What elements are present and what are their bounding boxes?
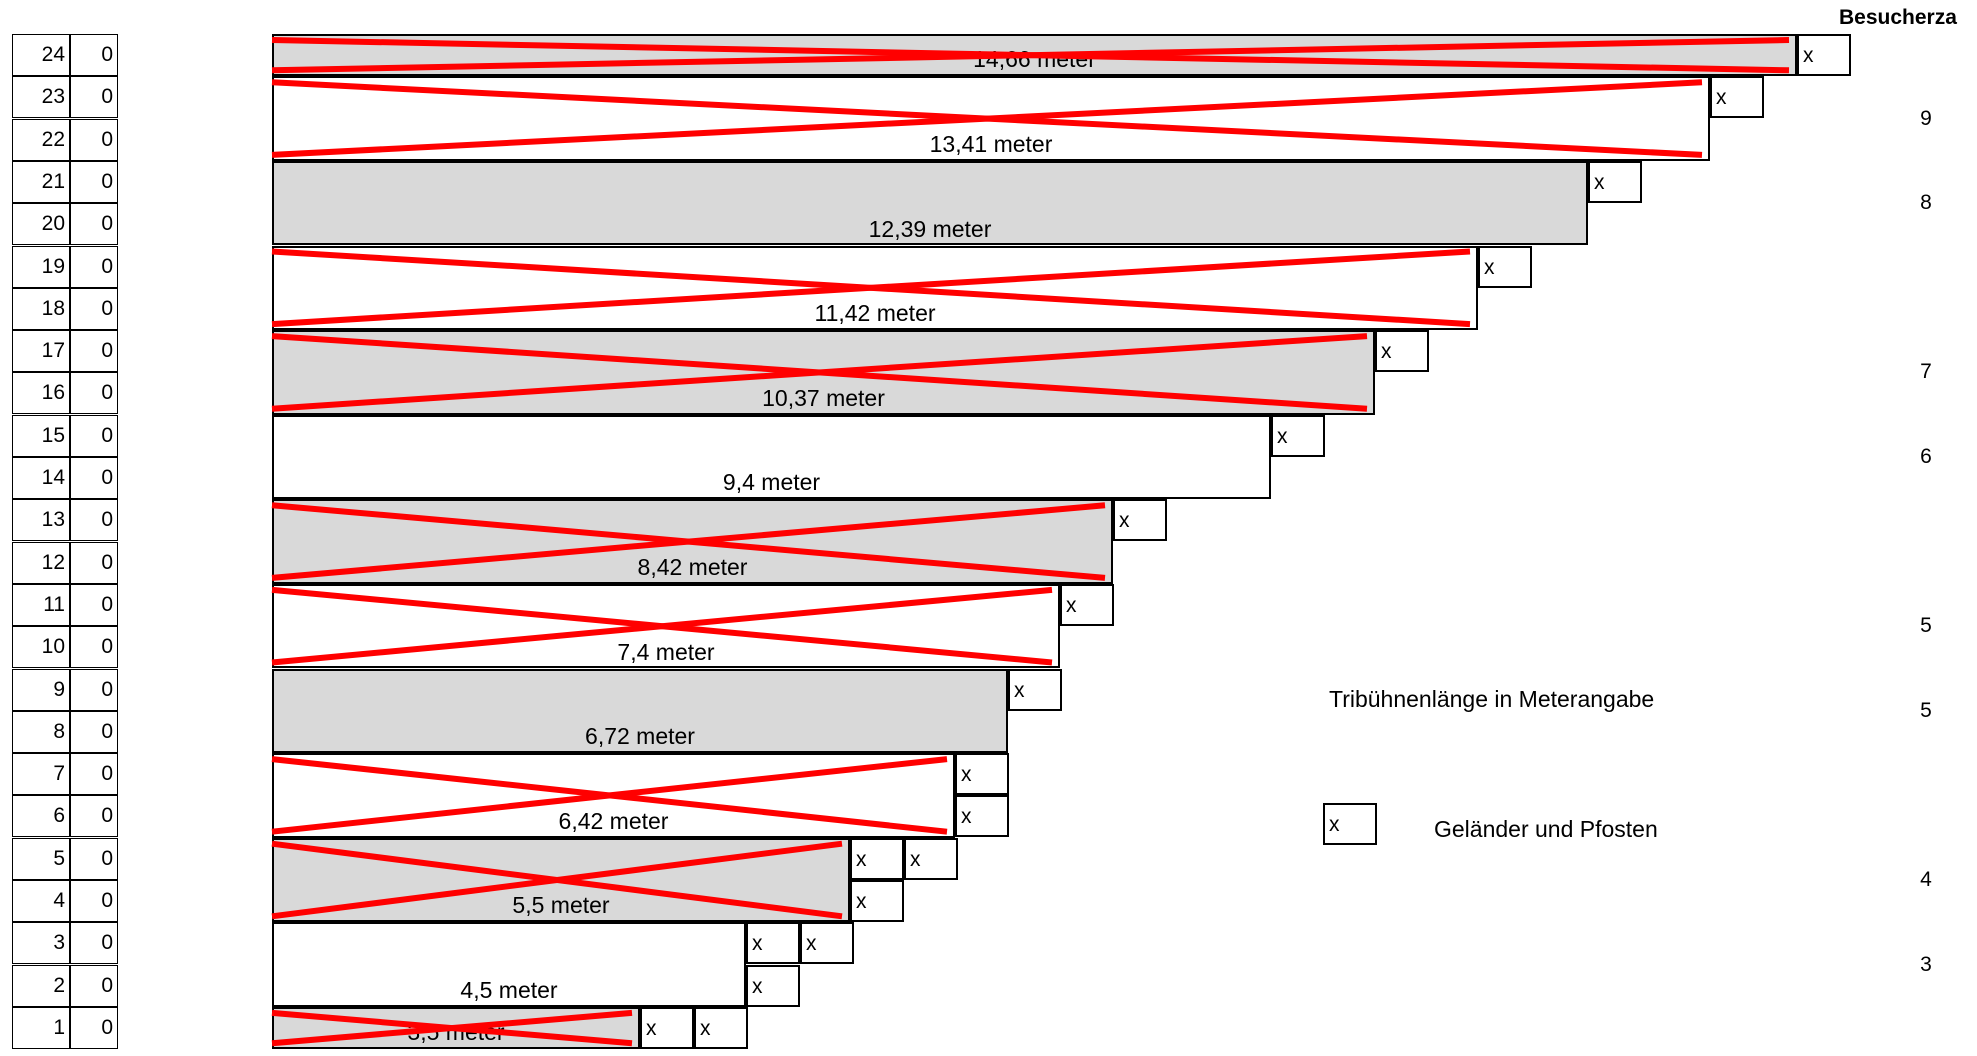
railing-marker: x	[1797, 34, 1851, 76]
visitor-count: 9	[1920, 106, 1932, 130]
row-number-cell: 11	[12, 583, 70, 626]
row-value-cell: 0	[70, 922, 118, 965]
tier-length-label: 3,5 meter	[407, 1019, 505, 1046]
row-value-cell: 0	[70, 203, 118, 246]
row-number-cell: 2	[12, 964, 70, 1007]
railing-marker: x	[800, 922, 854, 965]
tier-length-label: 8,42 meter	[637, 553, 748, 580]
row-number-cell: 15	[12, 414, 70, 457]
tier-length-label: 9,4 meter	[722, 469, 821, 496]
tier-block	[272, 668, 1008, 754]
row-number-cell: 23	[12, 76, 70, 119]
row-value-cell: 0	[70, 34, 118, 76]
railing-marker: x	[1710, 76, 1764, 119]
row-value-cell: 0	[70, 414, 118, 457]
row-value-cell: 0	[70, 330, 118, 373]
row-value-cell: 0	[70, 541, 118, 584]
tier-length-label: 10,37 meter	[762, 384, 885, 411]
row-number-cell: 6	[12, 795, 70, 838]
railing-marker: x	[746, 964, 800, 1007]
row-value-cell: 0	[70, 499, 118, 542]
row-number-cell: 17	[12, 330, 70, 373]
railing-marker: x	[1588, 160, 1642, 203]
tier-block	[272, 922, 746, 1007]
railing-marker: x	[1375, 330, 1429, 373]
tier-length-label: 4,5 meter	[460, 976, 558, 1003]
row-value-cell: 0	[70, 880, 118, 922]
tier-length-label: 12,39 meter	[868, 215, 992, 242]
row-value-cell: 0	[70, 583, 118, 626]
row-value-cell: 0	[70, 795, 118, 838]
row-number-cell: 20	[12, 203, 70, 246]
row-number-cell: 5	[12, 837, 70, 880]
visitor-count: 4	[1920, 868, 1932, 891]
railing-marker: x	[1113, 499, 1167, 542]
row-value-cell: 0	[70, 287, 118, 330]
railing-marker: x	[640, 1006, 694, 1049]
railing-marker: x	[694, 1006, 748, 1049]
row-number-cell: 4	[12, 880, 70, 922]
row-value-cell: 0	[70, 160, 118, 203]
row-number-cell: 9	[12, 668, 70, 711]
visitor-count: 3	[1920, 952, 1932, 976]
row-value-cell: 0	[70, 1006, 118, 1049]
row-value-cell: 0	[70, 964, 118, 1007]
row-value-cell: 0	[70, 457, 118, 499]
railing-marker: x	[955, 795, 1009, 838]
row-number-cell: 21	[12, 160, 70, 203]
tier-length-label: 6,42 meter	[558, 807, 669, 834]
railing-marker: x	[850, 837, 904, 880]
row-value-cell: 0	[70, 837, 118, 880]
tier-length-label: 11,42 meter	[814, 300, 936, 327]
row-value-cell: 0	[70, 76, 118, 119]
row-number-cell: 12	[12, 541, 70, 584]
row-number-cell: 13	[12, 499, 70, 542]
row-number-cell: 3	[12, 922, 70, 965]
row-number-cell: 24	[12, 34, 70, 76]
railing-marker: x	[1060, 583, 1114, 626]
visitor-count: 5	[1920, 698, 1932, 722]
tier-length-label: 6,72 meter	[585, 723, 695, 750]
visitor-count: 8	[1920, 191, 1932, 215]
row-number-cell: 8	[12, 710, 70, 753]
row-number-cell: 16	[12, 372, 70, 415]
legend-tribune-length-label: Tribühnenlänge in Meterangabe	[1329, 686, 1655, 712]
row-number-cell: 22	[12, 118, 70, 161]
row-value-cell: 0	[70, 710, 118, 753]
visitor-count: 5	[1920, 614, 1932, 638]
row-number-cell: 14	[12, 457, 70, 499]
row-number-cell: 18	[12, 287, 70, 330]
railing-marker: x	[1008, 668, 1062, 711]
row-number-cell: 7	[12, 753, 70, 796]
row-number-cell: 1	[12, 1006, 70, 1049]
row-number-cell: 19	[12, 245, 70, 288]
row-number-cell: 10	[12, 626, 70, 669]
tier-block	[272, 160, 1588, 246]
visitor-count: 7	[1920, 360, 1932, 384]
railing-marker: x	[1478, 245, 1532, 288]
tier-block	[272, 414, 1271, 500]
legend-railing-symbol: x	[1323, 803, 1377, 845]
tier-length-label: 7,4 meter	[617, 638, 715, 665]
railing-marker: x	[955, 753, 1009, 796]
railing-marker: x	[1271, 414, 1325, 457]
row-value-cell: 0	[70, 668, 118, 711]
railing-marker: x	[850, 880, 904, 922]
visitor-column-header: Besucherza	[1839, 6, 1957, 29]
tier-length-label: 13,41 meter	[929, 130, 1053, 157]
row-value-cell: 0	[70, 372, 118, 415]
tier-length-label: 5,5 meter	[512, 892, 610, 919]
legend-railing-label: Geländer und Pfosten	[1434, 816, 1658, 842]
railing-marker: x	[904, 837, 958, 880]
visitor-count: 6	[1920, 445, 1932, 468]
tier-length-label: 14,66 meter	[973, 46, 1096, 73]
row-value-cell: 0	[70, 753, 118, 796]
row-value-cell: 0	[70, 245, 118, 288]
railing-marker: x	[746, 922, 800, 965]
row-value-cell: 0	[70, 118, 118, 161]
row-value-cell: 0	[70, 626, 118, 669]
